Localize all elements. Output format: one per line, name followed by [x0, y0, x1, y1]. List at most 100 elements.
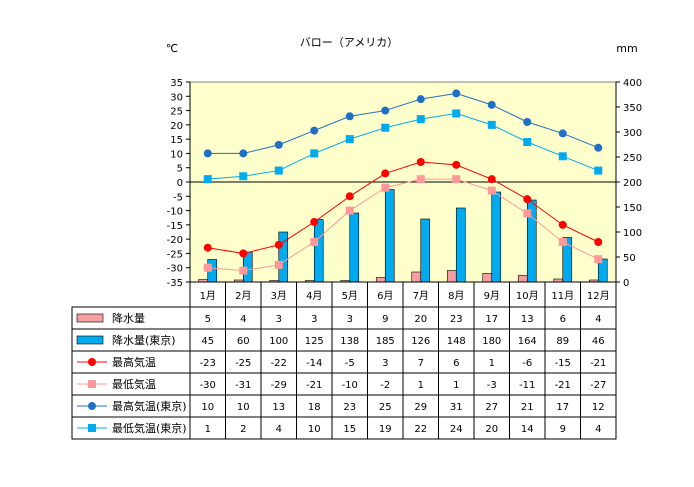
left-tick-label: 35 — [170, 78, 183, 89]
bar-precip-tokyo — [420, 218, 431, 283]
data-point — [487, 120, 496, 129]
table-cell: -10 — [342, 380, 358, 391]
bar-precip — [446, 270, 457, 283]
table-cell: 23 — [450, 314, 463, 325]
right-tick-label: 200 — [623, 178, 642, 189]
table-cell: 1 — [453, 380, 459, 391]
table-cell: 10 — [201, 402, 214, 413]
table-cell: 148 — [447, 336, 466, 347]
category-label: 7月 — [413, 290, 429, 302]
data-point — [310, 149, 319, 158]
data-point — [274, 140, 283, 149]
table-cell: 15 — [343, 424, 356, 435]
table-cell: 7 — [418, 358, 424, 369]
data-point — [345, 206, 354, 215]
data-point — [203, 149, 212, 158]
category-label: 11月 — [551, 290, 574, 302]
left-tick-label: 25 — [170, 107, 183, 118]
left-axis-unit: ℃ — [166, 42, 178, 55]
table-cell: 185 — [376, 336, 395, 347]
table-cell: 180 — [482, 336, 501, 347]
table-cell: 3 — [311, 314, 317, 325]
data-point — [594, 238, 603, 246]
chart-title: バロー（アメリカ） — [300, 36, 398, 49]
data-point — [381, 183, 390, 192]
table-cell: 45 — [201, 336, 214, 347]
left-tick-label: -5 — [173, 192, 183, 203]
table-cell: 12 — [592, 402, 605, 413]
table-cell: 13 — [521, 314, 534, 325]
bar-precip-tokyo — [455, 207, 466, 283]
data-point — [487, 175, 496, 184]
category-label: 6月 — [377, 290, 393, 302]
series-line-0 — [207, 161, 599, 254]
table-cell: 27 — [485, 402, 498, 413]
data-point — [558, 238, 567, 246]
table-cell: 138 — [340, 336, 359, 347]
data-point — [558, 220, 567, 229]
bar-precip — [517, 275, 528, 283]
table-cell: 100 — [269, 336, 288, 347]
data-point — [416, 158, 425, 166]
table-cell: 10 — [308, 424, 321, 435]
table-cell: 4 — [595, 424, 601, 435]
legend-label: 最低気温 — [112, 377, 156, 391]
legend-marker — [88, 380, 96, 388]
data-point — [345, 135, 354, 144]
table-cell: 4 — [276, 424, 282, 435]
table-cell: -15 — [555, 358, 571, 369]
table-cell: 19 — [379, 424, 392, 435]
table-cell: 14 — [521, 424, 534, 435]
table-cell: 89 — [556, 336, 569, 347]
table-cell: 3 — [382, 358, 388, 369]
data-point — [523, 118, 532, 126]
category-label: 12月 — [587, 290, 610, 302]
table-cell: -31 — [235, 380, 251, 391]
bar-precip-tokyo — [349, 212, 360, 283]
data-point — [274, 166, 283, 175]
table-cell: 125 — [305, 336, 324, 347]
table-cell: -21 — [590, 358, 606, 369]
legend-swatch-bar — [76, 335, 104, 345]
table-cell: 60 — [237, 336, 250, 347]
table-cell: 17 — [485, 314, 498, 325]
data-point — [203, 263, 212, 272]
table-cell: 10 — [237, 402, 250, 413]
data-point — [310, 126, 319, 135]
table-cell: 1 — [489, 358, 495, 369]
table-cell: -14 — [306, 358, 322, 369]
data-point — [274, 240, 283, 249]
table-cell: -27 — [590, 380, 606, 391]
right-tick-label: 100 — [623, 228, 642, 239]
data-point — [452, 109, 461, 118]
table-cell: 5 — [205, 314, 211, 325]
plot-area: 35302520151050-5-10-15-20-25-30-35400350… — [167, 78, 642, 289]
data-point — [239, 266, 248, 275]
legend-marker — [88, 402, 96, 410]
left-tick-label: -35 — [167, 278, 183, 289]
series-line-2 — [207, 92, 599, 154]
category-label: 4月 — [306, 290, 322, 302]
data-point — [310, 218, 319, 226]
left-tick-label: 15 — [170, 135, 183, 146]
legend-label: 最高気温(東京) — [112, 399, 187, 413]
table-cell: 6 — [453, 358, 459, 369]
data-point — [381, 169, 390, 178]
table-cell: 6 — [560, 314, 566, 325]
data-point — [558, 152, 567, 161]
left-tick-label: 10 — [170, 149, 183, 160]
data-point — [310, 238, 319, 246]
category-label: 3月 — [271, 290, 287, 302]
data-point — [416, 175, 425, 184]
table-cell: -25 — [235, 358, 251, 369]
left-tick-label: 5 — [177, 164, 183, 175]
table-cell: 29 — [414, 402, 427, 413]
table-cell: 24 — [450, 424, 463, 435]
data-point — [239, 149, 248, 158]
data-point — [416, 115, 425, 124]
table-cell: 46 — [592, 336, 605, 347]
table-cell: 31 — [450, 402, 463, 413]
right-tick-label: 300 — [623, 128, 642, 139]
